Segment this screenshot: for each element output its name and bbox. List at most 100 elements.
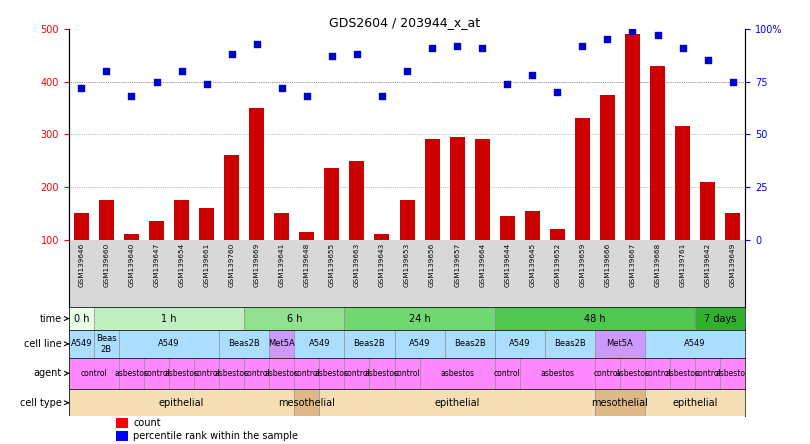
Point <box>551 88 564 95</box>
Bar <box>119 357 144 389</box>
Bar <box>300 232 314 239</box>
Text: 0 h: 0 h <box>74 313 89 324</box>
Bar <box>645 357 670 389</box>
Bar <box>349 161 364 239</box>
Bar <box>94 307 244 330</box>
Point <box>626 28 639 35</box>
Text: asbestos: asbestos <box>616 369 650 378</box>
Text: count: count <box>133 418 160 428</box>
Text: A549: A549 <box>158 339 180 348</box>
Text: 1 h: 1 h <box>161 313 177 324</box>
Point <box>100 67 113 75</box>
Text: 7 days: 7 days <box>704 313 736 324</box>
Text: GSM139640: GSM139640 <box>129 243 134 287</box>
Bar <box>450 137 465 239</box>
Text: control: control <box>343 369 370 378</box>
Bar <box>220 330 269 357</box>
Bar <box>720 357 745 389</box>
Bar <box>324 168 339 239</box>
Text: cell line: cell line <box>24 339 62 349</box>
Text: Beas2B: Beas2B <box>454 339 485 348</box>
Point <box>301 93 313 100</box>
Point <box>501 80 514 87</box>
Text: control: control <box>243 369 270 378</box>
Bar <box>74 213 89 239</box>
Bar <box>119 330 220 357</box>
Text: 24 h: 24 h <box>409 313 430 324</box>
Bar <box>69 330 94 357</box>
Text: GSM139654: GSM139654 <box>178 243 185 287</box>
Bar <box>294 330 344 357</box>
Bar <box>344 307 495 330</box>
Bar <box>369 357 394 389</box>
Bar <box>595 357 620 389</box>
Text: GSM139647: GSM139647 <box>154 243 160 287</box>
Point <box>175 67 188 75</box>
Bar <box>525 210 539 239</box>
Text: GSM139657: GSM139657 <box>454 243 460 287</box>
Text: GSM139667: GSM139667 <box>629 243 636 287</box>
Point <box>225 51 238 58</box>
Bar <box>249 108 264 239</box>
Text: asbestos: asbestos <box>666 369 700 378</box>
Bar <box>670 357 695 389</box>
Bar <box>495 330 545 357</box>
Text: epithelial: epithelial <box>159 398 204 408</box>
Text: GSM139760: GSM139760 <box>228 243 235 287</box>
Point <box>727 78 740 85</box>
Text: 6 h: 6 h <box>287 313 302 324</box>
Bar <box>275 213 289 239</box>
Text: control: control <box>194 369 220 378</box>
Text: asbestos: asbestos <box>315 369 349 378</box>
Point <box>250 40 263 47</box>
Bar <box>374 234 390 239</box>
Bar <box>620 357 645 389</box>
Text: control: control <box>394 369 420 378</box>
Bar <box>725 213 740 239</box>
Bar <box>650 66 665 239</box>
Text: asbestos: asbestos <box>114 369 148 378</box>
Text: Met5A: Met5A <box>607 339 633 348</box>
Text: GSM139666: GSM139666 <box>604 243 611 287</box>
Bar <box>595 330 645 357</box>
Text: GSM139642: GSM139642 <box>705 243 710 287</box>
Text: A549: A549 <box>309 339 330 348</box>
Bar <box>269 330 294 357</box>
Text: GSM139641: GSM139641 <box>279 243 285 287</box>
Text: epithelial: epithelial <box>672 398 718 408</box>
Bar <box>124 234 139 239</box>
Bar <box>500 216 514 239</box>
Text: GSM139663: GSM139663 <box>354 243 360 287</box>
Text: GSM139648: GSM139648 <box>304 243 310 287</box>
Text: GSM139659: GSM139659 <box>579 243 586 287</box>
Text: A549: A549 <box>70 339 92 348</box>
Text: GSM139646: GSM139646 <box>79 243 84 287</box>
Text: Met5A: Met5A <box>268 339 295 348</box>
Text: control: control <box>594 369 620 378</box>
Bar <box>625 34 640 239</box>
Text: cell type: cell type <box>20 398 62 408</box>
Bar <box>495 307 695 330</box>
Text: asbestos: asbestos <box>540 369 574 378</box>
Point <box>125 93 138 100</box>
Bar <box>244 357 269 389</box>
Bar <box>319 357 344 389</box>
Bar <box>94 330 119 357</box>
Bar <box>475 139 490 239</box>
Text: control: control <box>80 369 107 378</box>
Point <box>200 80 213 87</box>
Point <box>326 53 339 60</box>
Text: GSM139761: GSM139761 <box>680 243 685 287</box>
Bar <box>224 155 239 239</box>
Point <box>351 51 364 58</box>
Text: agent: agent <box>34 369 62 378</box>
Text: GSM139644: GSM139644 <box>504 243 510 287</box>
Point <box>75 84 87 91</box>
Bar <box>595 389 645 416</box>
Bar <box>169 357 194 389</box>
Text: GSM139653: GSM139653 <box>404 243 410 287</box>
Bar <box>700 182 715 239</box>
Text: Beas2B: Beas2B <box>354 339 386 348</box>
Point <box>450 42 463 49</box>
Text: epithelial: epithelial <box>434 398 480 408</box>
